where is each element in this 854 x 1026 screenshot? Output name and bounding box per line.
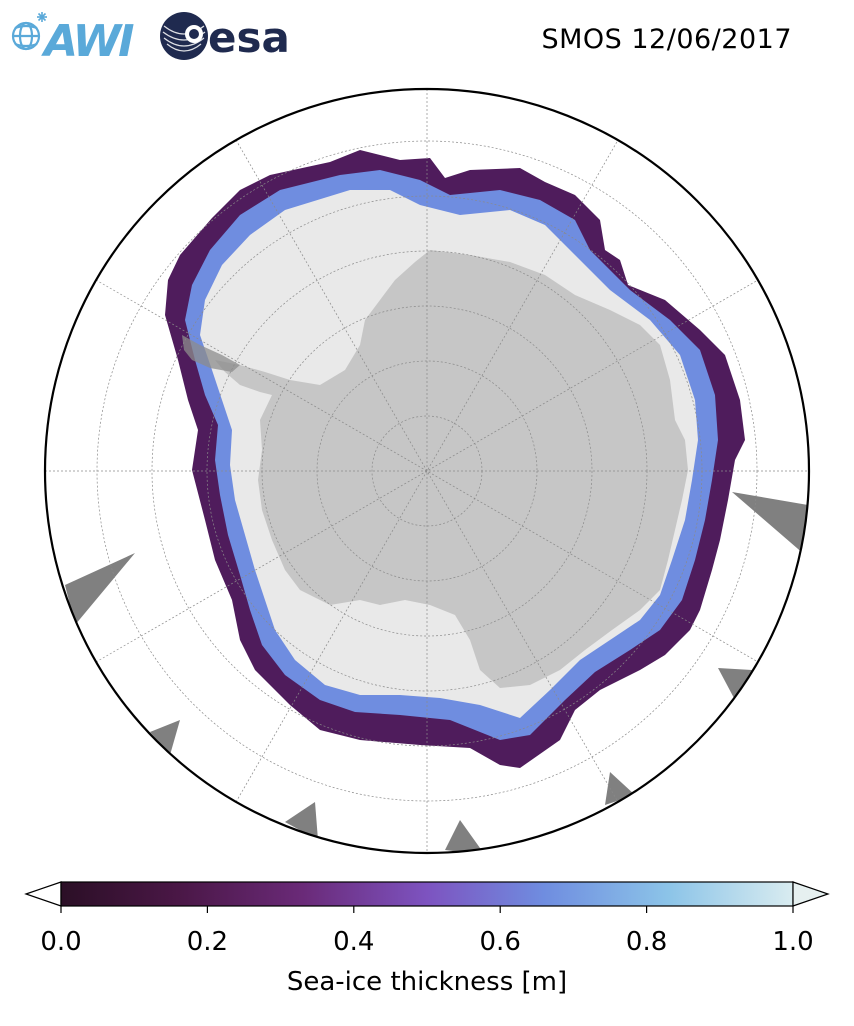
no-data-wedge	[285, 802, 318, 840]
ice-shelf	[182, 335, 240, 372]
colorbar-extend-min	[24, 881, 62, 907]
colorbar-gradient	[60, 881, 794, 907]
map-boundary	[43, 87, 811, 855]
awi-logo: AWI	[11, 12, 137, 62]
esa-emblem-icon	[160, 12, 208, 60]
awi-logo-text: AWI	[41, 16, 134, 62]
esa-logo-text: esa	[208, 13, 290, 62]
no-data-wedge	[718, 668, 752, 700]
colorbar-label: Sea-ice thickness [m]	[287, 967, 567, 997]
star-icon	[37, 12, 47, 22]
no-data-wedge	[445, 820, 485, 853]
no-data-wedge	[150, 720, 180, 755]
colorbar-tick-label: 1.0	[772, 927, 813, 957]
colorbar: 0.0 0.2 0.4 0.6 0.8 1.0 Sea-ice thickness [m]	[24, 881, 830, 997]
colorbar-extend-max	[792, 881, 830, 907]
map-title: SMOS 12/06/2017	[541, 24, 792, 55]
polar-map	[43, 87, 811, 855]
header: AWI esa SMOS 12/06/2017	[0, 0, 854, 80]
antarctica-land	[215, 250, 688, 688]
colorbar-tick-label: 0.0	[40, 927, 81, 957]
colorbar-tick-label: 0.2	[187, 927, 228, 957]
colorbar-tick-label: 0.4	[333, 927, 374, 957]
no-data-wedge	[732, 492, 808, 555]
colorbar-tick-label: 0.8	[626, 927, 667, 957]
colorbar-tick-label: 0.6	[480, 927, 521, 957]
graticule	[45, 89, 809, 853]
globe-icon	[11, 21, 41, 51]
no-data-wedge	[65, 553, 135, 625]
esa-logo: esa	[160, 12, 290, 62]
